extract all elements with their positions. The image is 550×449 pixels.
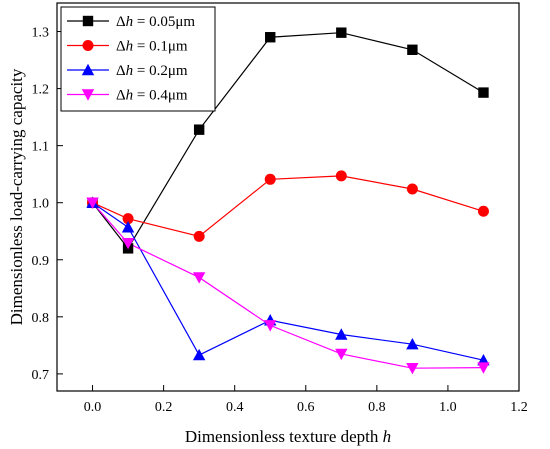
y-axis-title: Dimensionless load-carrying capacity (7, 68, 26, 325)
x-tick-label: 1.0 (439, 400, 457, 415)
series-line-2 (92, 175, 484, 238)
y-tick-label: 0.8 (32, 311, 50, 326)
series-1-point (336, 27, 347, 38)
series-line-4 (92, 202, 484, 369)
legend-label-prefix: Δ (116, 14, 126, 30)
x-tick-label: 0.8 (368, 400, 386, 415)
legend-label-suffix: = 0.2μm (133, 63, 188, 79)
series-4-point (477, 362, 490, 374)
series-1-point (193, 124, 205, 135)
x-tick-label: 0.0 (84, 400, 102, 415)
legend-marker (82, 40, 94, 51)
legend-marker (82, 15, 94, 27)
x-tick-label: 0.4 (226, 400, 244, 415)
series-4-point (121, 238, 135, 250)
plot-area (56, 2, 520, 392)
series-4-point (335, 348, 348, 361)
series-2-point (193, 230, 205, 242)
legend-label-var: h (126, 39, 134, 55)
series-1-point (478, 87, 489, 98)
x-axis-title-var: h (383, 427, 392, 446)
legend-marker (81, 63, 95, 76)
x-tick-label: 0.6 (297, 400, 315, 415)
series-2-point (477, 205, 489, 217)
series-4-point (86, 197, 99, 209)
series-2-point (406, 183, 418, 195)
y-tick-label: 0.7 (32, 368, 50, 383)
series-4-point (192, 272, 206, 284)
y-tick-label: 0.9 (32, 254, 50, 269)
y-tick-label: 1.1 (32, 140, 50, 155)
legend-label-suffix: = 0.1μm (133, 39, 188, 55)
series-3-point (121, 221, 135, 233)
series-line-3 (92, 202, 484, 361)
legend-label: Δh = 0.05μm (116, 14, 195, 30)
legend-label-var: h (126, 63, 134, 79)
x-axis-title: Dimensionless texture depth h (185, 427, 391, 446)
x-axis-title-main: Dimensionless texture depth (185, 427, 383, 446)
legend-label-var: h (126, 88, 134, 104)
legend-label-prefix: Δ (116, 88, 126, 104)
series-3-point (335, 328, 348, 340)
x-tick-label: 1.2 (510, 400, 528, 415)
series-4-point (264, 320, 277, 332)
legend-label: Δh = 0.1μm (116, 39, 188, 55)
series-2-point (122, 213, 134, 225)
legend-label-suffix: = 0.4μm (133, 88, 188, 104)
legend-label-prefix: Δ (116, 39, 126, 55)
legend-label-var: h (126, 14, 134, 30)
axis-ticks: 0.0 0.2 0.4 0.6 0.8 1.0 1.2 0.7 0.8 0.9 1.0 1.1 1.2 1… (32, 26, 528, 415)
legend-label-suffix: = 0.05μm (133, 14, 195, 30)
legend-marker (81, 89, 95, 101)
series-3-point (192, 348, 206, 361)
legend-label-prefix: Δ (116, 63, 126, 79)
series-4-point (406, 362, 419, 375)
series-layer (86, 27, 490, 375)
series-3-point (406, 338, 419, 350)
series-1-point (407, 44, 418, 55)
y-tick-label: 1.0 (32, 197, 50, 212)
x-tick-label: 0.2 (155, 400, 173, 415)
legend-label: Δh = 0.4μm (116, 88, 188, 104)
series-2-point (264, 173, 276, 185)
legend-label: Δh = 0.2μm (116, 63, 188, 79)
y-tick-label: 1.3 (32, 26, 50, 41)
series-2-point (335, 170, 347, 182)
series-1-point (265, 32, 276, 43)
y-tick-label: 1.2 (32, 83, 50, 98)
